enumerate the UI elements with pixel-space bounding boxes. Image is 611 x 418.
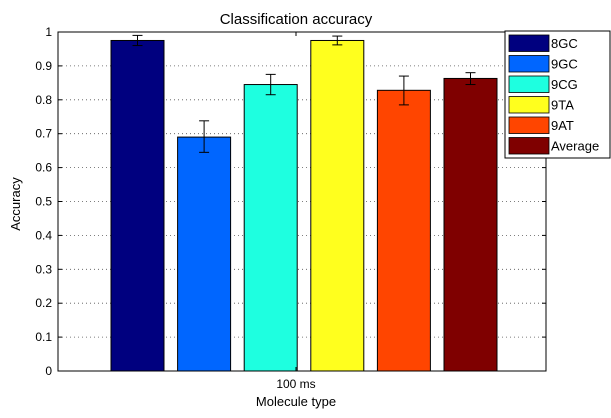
y-tick-label: 0.7	[35, 127, 52, 141]
chart-title: Classification accuracy	[220, 11, 373, 28]
y-tick-label: 0.5	[35, 195, 52, 209]
y-tick-label: 0.6	[35, 161, 52, 175]
legend-label-9ta: 9TA	[551, 98, 574, 113]
grid-layer	[58, 65, 546, 338]
bar-9ta	[310, 39, 365, 372]
y-tick-label: 0.1	[35, 330, 52, 344]
bar-8gc	[110, 39, 165, 372]
bars-layer	[110, 39, 498, 372]
bar-9at	[376, 89, 431, 372]
bar-average	[443, 77, 498, 372]
y-tick-label: 0	[45, 364, 52, 378]
legend-label-8gc: 8GC	[551, 36, 578, 51]
legend-swatch-9gc	[508, 55, 550, 73]
legend-label-average: Average	[551, 139, 599, 154]
bar-9gc	[177, 136, 232, 372]
tick-labels-layer: 0 0.1 0.2 0.3 0.4 0.5 0.6 0.7 0.8 0.9 1	[35, 25, 52, 378]
legend-swatch-8gc	[508, 34, 550, 52]
bar-9cg	[243, 84, 298, 372]
plot-frame	[57, 31, 547, 372]
legend-label-9at: 9AT	[551, 118, 574, 133]
legend-label-9cg: 9CG	[551, 77, 578, 92]
legend-swatch-9cg	[508, 75, 550, 93]
y-tick-label: 0.8	[35, 93, 52, 107]
legend: 8GC 9GC 9CG 9TA 9AT Average	[504, 30, 611, 159]
legend-label-9gc: 9GC	[551, 57, 578, 72]
x-axis-label: Molecule type	[256, 394, 336, 409]
x-tick-label: 100 ms	[276, 377, 315, 391]
y-axis-label: Accuracy	[8, 177, 23, 231]
legend-swatch-average	[508, 137, 550, 155]
y-tick-label: 0.4	[35, 228, 52, 242]
legend-swatch-9at	[508, 116, 550, 134]
legend-box	[504, 30, 611, 159]
y-tick-label: 1	[45, 25, 52, 39]
y-tick-label: 0.9	[35, 59, 52, 73]
y-tick-label: 0.2	[35, 296, 52, 310]
error-bars-layer	[132, 34, 476, 153]
legend-swatch-9ta	[508, 96, 550, 114]
y-tick-label: 0.3	[35, 262, 52, 276]
